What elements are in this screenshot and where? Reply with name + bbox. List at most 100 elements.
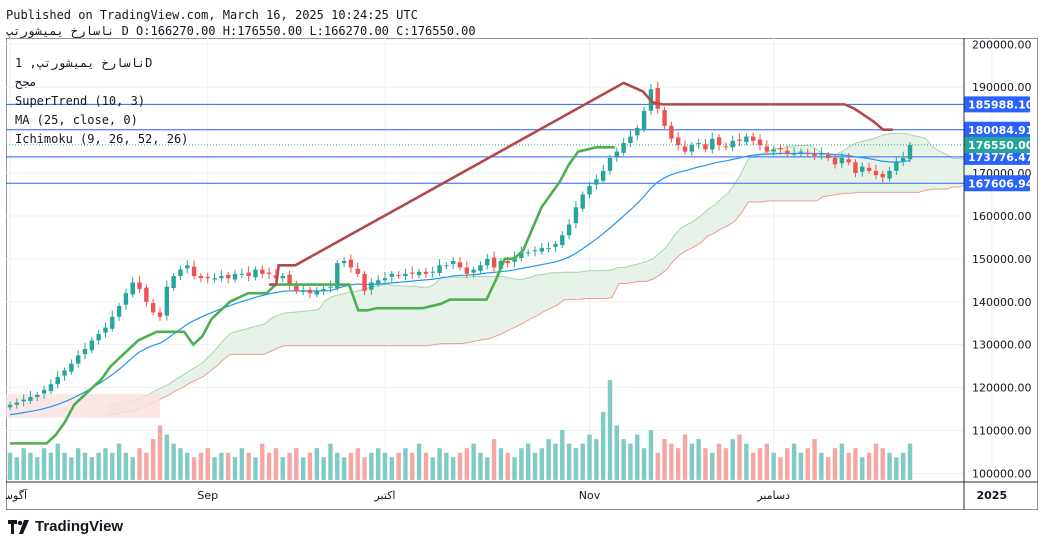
candle: [539, 242, 545, 255]
volume-bar: [648, 430, 654, 480]
price-tick-label: 130000.00: [972, 339, 1032, 352]
candle-body: [75, 355, 81, 364]
ma-line: [9, 152, 911, 416]
volume-bar: [750, 452, 756, 480]
volume-bar: [253, 457, 258, 480]
legend-supertrend[interactable]: SuperTrend (10, 3): [15, 94, 146, 108]
candle: [587, 181, 592, 199]
candle-body: [600, 170, 606, 181]
candle: [382, 271, 388, 285]
candle: [280, 273, 285, 283]
candle: [144, 284, 149, 307]
candle: [600, 164, 606, 184]
volume-bar: [321, 457, 326, 480]
candle-body: [689, 145, 695, 152]
candle: [260, 265, 265, 278]
candle: [341, 256, 347, 268]
candle-body: [778, 148, 783, 150]
candle-body: [866, 167, 872, 171]
candle-body: [198, 276, 204, 279]
candle-body: [607, 158, 613, 171]
candle: [355, 262, 360, 277]
volume-bar: [28, 452, 33, 480]
candle-body: [757, 139, 763, 146]
volume-bar: [314, 448, 320, 480]
volume-bar: [300, 457, 306, 480]
volume-bar: [450, 457, 456, 480]
price-axis: 100000.00 110000.00 120000.00 130000.00 1400…: [964, 38, 1034, 480]
candle-body: [819, 153, 824, 155]
candle-body: [614, 151, 620, 157]
candle-body: [300, 291, 306, 293]
volume-bar: [689, 443, 695, 480]
chart-frame[interactable]: 100000.00 110000.00 120000.00 130000.00 1400…: [0, 37, 1039, 511]
candle-body: [178, 269, 183, 277]
candle: [287, 270, 292, 290]
candle-body: [157, 312, 163, 317]
candle-body: [880, 173, 885, 178]
volume-bar: [335, 452, 340, 480]
candle: [21, 394, 26, 407]
candle: [423, 267, 429, 278]
candle: [873, 164, 879, 180]
legend-ichimoku[interactable]: Ichimoku (9, 26, 52, 26): [15, 132, 189, 146]
candle: [464, 261, 470, 278]
volume-bar: [907, 443, 913, 480]
volume-bar: [525, 443, 531, 480]
brand[interactable]: TradingView: [8, 518, 123, 535]
volume-bar: [594, 439, 599, 480]
candle-body: [675, 137, 681, 146]
candle: [103, 322, 108, 338]
volume-bar: [853, 448, 858, 480]
candle-body: [805, 152, 810, 154]
volume-bar: [82, 452, 88, 480]
volume-bar: [696, 439, 701, 480]
legend-ma[interactable]: MA (25, close, 0): [15, 113, 138, 127]
candle: [853, 159, 858, 178]
volume-bar: [846, 452, 851, 480]
candle-body: [205, 276, 210, 279]
candle: [123, 289, 129, 310]
volume-bar: [716, 443, 722, 480]
candle-body: [185, 265, 190, 269]
supertrend-down-line: [269, 81, 893, 286]
volume-bar: [41, 448, 47, 480]
candle: [744, 133, 749, 146]
candle: [150, 298, 156, 316]
legend-symbol[interactable]: ناسارخ یمیشورتپ, 1D: [15, 56, 153, 70]
candle: [137, 276, 142, 293]
candle: [375, 275, 381, 287]
volume-bar: [219, 452, 224, 480]
candle: [723, 142, 729, 151]
candle-body: [566, 224, 572, 236]
candle-body: [110, 316, 115, 329]
ohlc-line: ناسارخ یمیشورتپ D O:166270.00 H:176550.0…: [6, 24, 476, 38]
candles: [7, 81, 913, 411]
volume-bar: [860, 457, 865, 480]
candlestick-chart[interactable]: 100000.00 110000.00 120000.00 130000.00 1400…: [0, 37, 1039, 511]
candle: [294, 280, 299, 295]
candle-body: [369, 282, 374, 290]
candle-body: [710, 138, 715, 150]
candle: [791, 147, 797, 158]
candle-body: [103, 327, 108, 333]
candle: [771, 146, 776, 156]
last-price-label: 176550.00: [968, 139, 1034, 152]
volume-bar: [273, 448, 279, 480]
volume-bar: [532, 452, 538, 480]
candle: [669, 121, 674, 143]
candle: [491, 251, 497, 273]
candle: [819, 147, 824, 160]
published-line: Published on TradingView.com, March 16, …: [6, 8, 418, 22]
candle: [75, 350, 81, 368]
supertrend-up-line: [10, 145, 615, 445]
candle-body: [887, 170, 892, 179]
candle: [737, 133, 742, 146]
price-tick-label: 110000.00: [972, 425, 1032, 438]
volume-bar: [880, 448, 885, 480]
candle: [314, 286, 320, 298]
moving-average: [9, 152, 911, 416]
candle: [757, 134, 763, 151]
volume-bar: [703, 448, 708, 480]
candle-body: [225, 274, 231, 279]
